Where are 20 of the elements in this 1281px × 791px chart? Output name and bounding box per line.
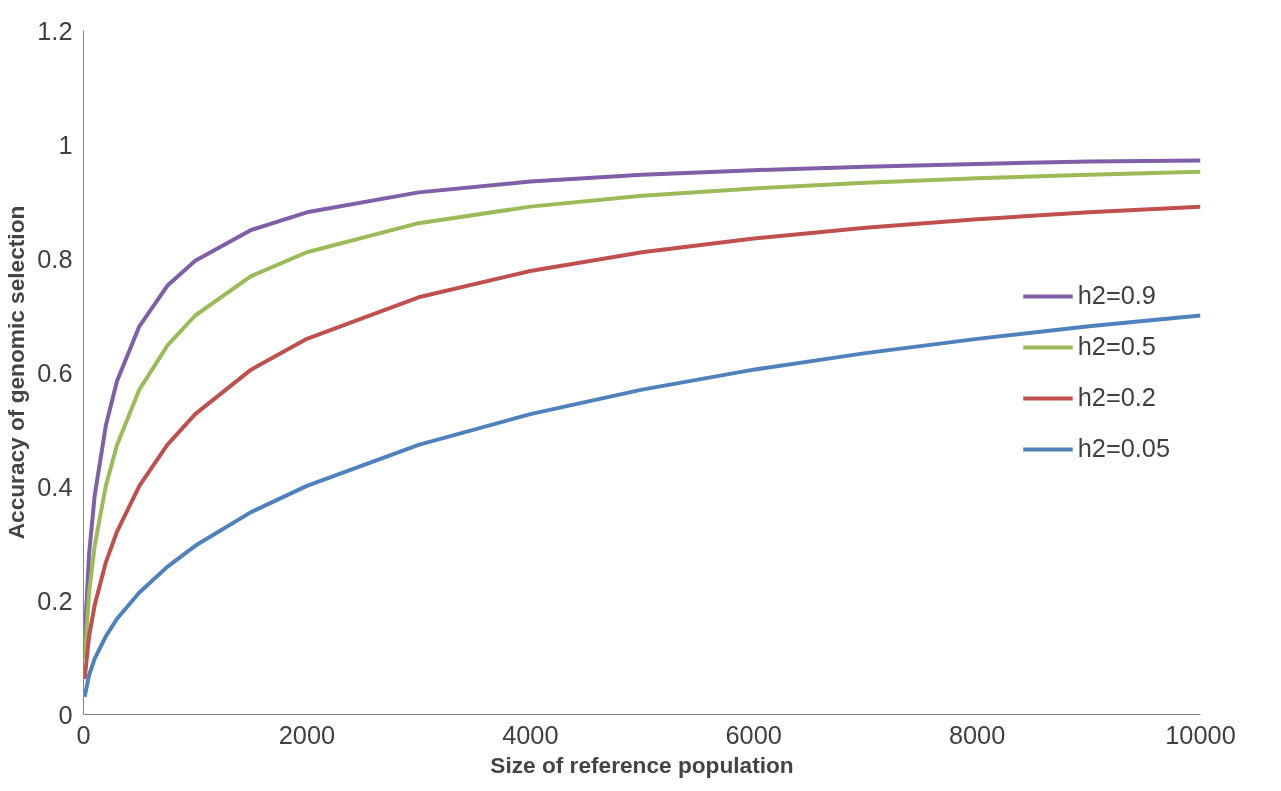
x-axis-title: Size of reference population xyxy=(490,751,794,778)
y-axis-title: Accuracy of genomic selection xyxy=(3,205,30,540)
y-tick-label: 0.8 xyxy=(37,244,73,273)
x-tick-label: 8000 xyxy=(948,720,1006,749)
x-tick-label: 10000 xyxy=(1165,720,1236,749)
legend-label: h2=0.9 xyxy=(1077,281,1156,310)
line-series xyxy=(83,313,1201,699)
legend-label: h2=0.5 xyxy=(1077,332,1156,361)
y-tick-label: 1.2 xyxy=(37,16,73,45)
legend-label: h2=0.2 xyxy=(1077,383,1156,412)
y-tick-label: 0.2 xyxy=(37,586,73,615)
x-tick-label: 2000 xyxy=(278,720,336,749)
y-tick-label: 0 xyxy=(58,700,73,729)
x-tick-label: 4000 xyxy=(502,720,559,749)
y-tick-label: 0.4 xyxy=(37,472,73,501)
y-tick-label: 1 xyxy=(58,130,73,159)
x-tick-label: 0 xyxy=(76,720,91,749)
x-tick-label: 6000 xyxy=(725,720,782,749)
legend-label: h2=0.05 xyxy=(1077,434,1170,463)
y-tick-label: 0.6 xyxy=(37,358,73,387)
